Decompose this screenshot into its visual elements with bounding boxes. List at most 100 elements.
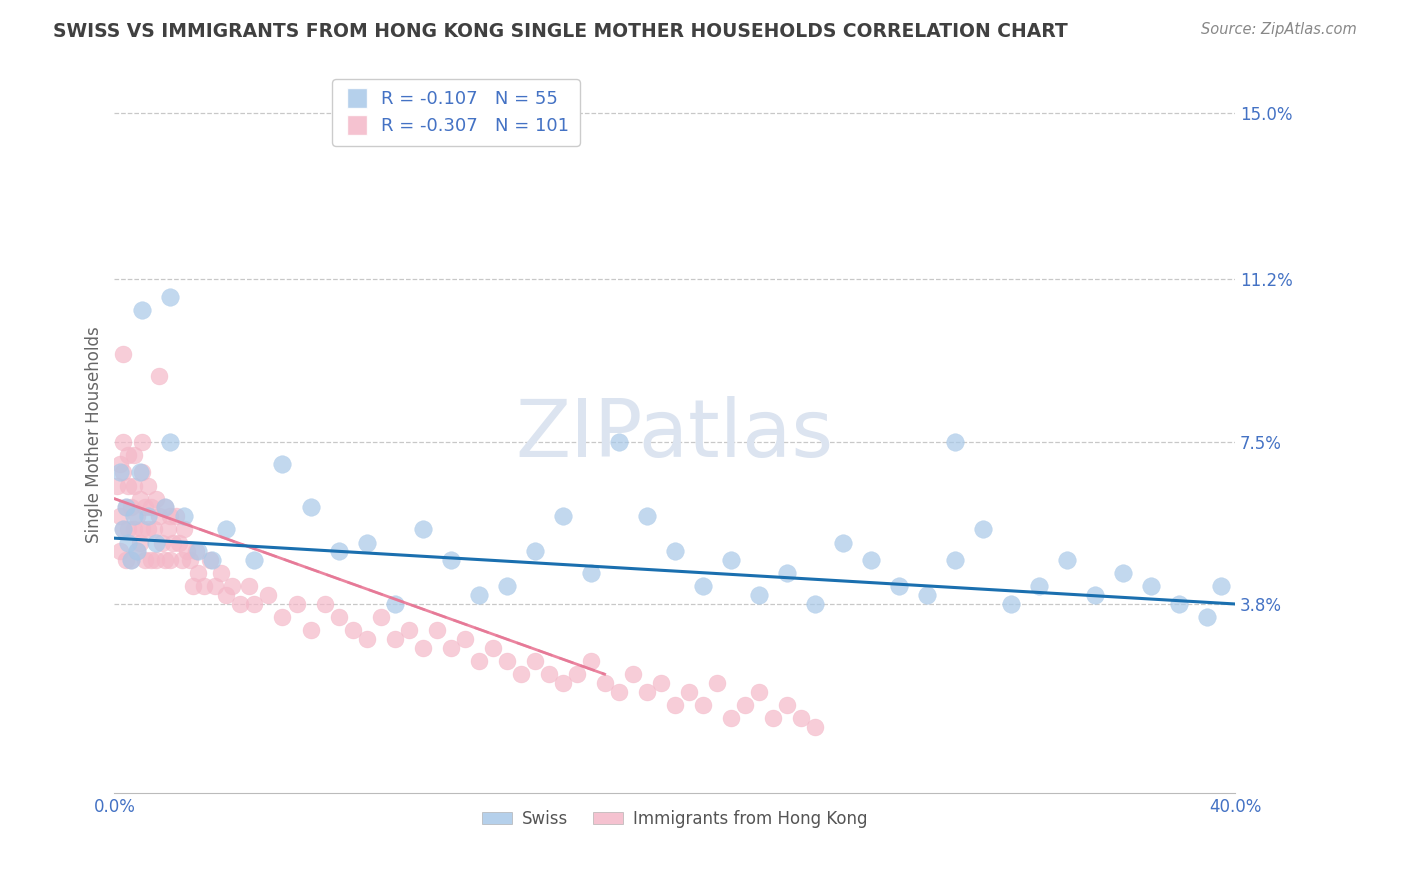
Point (108, 544, 131, 558)
Point (943, 434, 966, 449)
Point (156, 522, 179, 536)
Point (111, 522, 134, 536)
Point (108, 509, 131, 524)
Point (271, 610, 294, 624)
Point (1140, 579, 1163, 593)
Point (153, 553, 176, 567)
Point (439, 553, 461, 567)
Point (198, 553, 221, 567)
Point (170, 553, 193, 567)
Point (972, 522, 994, 536)
Point (859, 553, 882, 567)
Point (537, 667, 560, 681)
Point (467, 588, 489, 602)
Point (150, 535, 173, 549)
Point (111, 522, 134, 536)
Point (145, 491, 167, 506)
Point (215, 522, 238, 536)
Point (145, 553, 167, 567)
Point (384, 597, 406, 611)
Point (117, 478, 139, 492)
Point (105, 478, 128, 492)
Point (134, 553, 156, 567)
Point (111, 466, 134, 480)
Point (243, 553, 266, 567)
Point (122, 522, 145, 536)
Point (136, 478, 159, 492)
Point (551, 509, 574, 524)
Point (148, 509, 170, 524)
Point (209, 566, 232, 581)
Point (1084, 588, 1107, 602)
Point (426, 624, 449, 638)
Point (179, 553, 201, 567)
Point (762, 711, 785, 725)
Point (136, 522, 159, 536)
Point (481, 640, 503, 655)
Point (692, 579, 714, 593)
Point (243, 597, 266, 611)
Point (181, 579, 204, 593)
Point (1195, 610, 1218, 624)
Point (142, 522, 165, 536)
Point (108, 457, 131, 471)
Point (692, 698, 714, 712)
Point (579, 566, 602, 581)
Point (370, 610, 392, 624)
Point (114, 500, 136, 515)
Point (664, 544, 686, 558)
Point (145, 535, 167, 549)
Point (139, 553, 162, 567)
Point (125, 544, 148, 558)
Point (131, 466, 153, 480)
Point (128, 466, 150, 480)
Point (159, 290, 181, 304)
Point (748, 684, 770, 698)
Point (122, 509, 145, 524)
Point (943, 553, 966, 567)
Point (495, 654, 517, 668)
Point (201, 553, 224, 567)
Point (1056, 553, 1078, 567)
Point (125, 544, 148, 558)
Point (193, 579, 215, 593)
Point (134, 500, 156, 515)
Point (117, 522, 139, 536)
Point (1209, 579, 1232, 593)
Point (887, 579, 910, 593)
Point (467, 654, 489, 668)
Point (342, 624, 364, 638)
Point (803, 597, 825, 611)
Point (495, 579, 517, 593)
Point (706, 676, 728, 690)
Point (122, 448, 145, 462)
Point (1112, 566, 1135, 581)
Point (803, 720, 825, 734)
Point (122, 478, 145, 492)
Point (678, 684, 700, 698)
Point (173, 509, 195, 524)
Point (523, 544, 546, 558)
Point (176, 544, 198, 558)
Point (776, 698, 799, 712)
Point (187, 566, 209, 581)
Point (187, 544, 209, 558)
Point (114, 553, 136, 567)
Point (412, 522, 434, 536)
Point (299, 624, 322, 638)
Point (1028, 579, 1050, 593)
Point (120, 500, 142, 515)
Point (215, 588, 238, 602)
Point (720, 711, 742, 725)
Point (159, 434, 181, 449)
Point (221, 579, 243, 593)
Point (108, 466, 131, 480)
Point (384, 632, 406, 646)
Point (748, 588, 770, 602)
Point (114, 500, 136, 515)
Point (328, 610, 350, 624)
Legend: Swiss, Immigrants from Hong Kong: Swiss, Immigrants from Hong Kong (475, 803, 875, 834)
Point (453, 632, 475, 646)
Point (523, 654, 546, 668)
Point (159, 509, 181, 524)
